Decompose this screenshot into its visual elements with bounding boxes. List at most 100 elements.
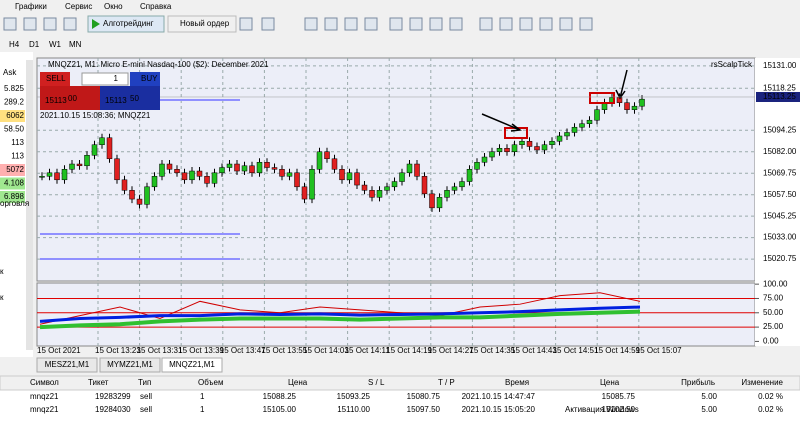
x-tick-label: 15 Oct 14:51 [553,346,599,355]
toolbar-icon[interactable] [240,18,252,30]
tab-label[interactable]: MNQZ21,M1 [169,360,215,369]
x-tick-label: 15 Oct 14:11 [345,346,391,355]
table-cell: 15088.25 [263,392,297,401]
table-cell: mnqz21 [30,392,59,401]
toolbar-icon[interactable] [520,18,532,30]
candle [220,168,225,173]
candle [227,164,232,168]
mw-value: 5.825 [4,84,25,93]
toolbar-icon[interactable] [500,18,512,30]
indicator-tick-label: 50.00 [763,308,784,317]
candle [482,157,487,162]
candle [190,171,195,180]
toolbar-icon[interactable] [325,18,337,30]
candle [250,166,255,173]
candle [47,173,52,177]
volume-input[interactable] [82,73,128,85]
toolbar-icon[interactable] [4,18,16,30]
sell-label: SELL [46,74,66,83]
algo-label: Алготрейдинг [103,19,154,28]
indicator-tick-label: 0.00 [763,337,779,346]
tab-label[interactable]: MYMZ21,M1 [107,360,153,369]
candle [520,141,525,145]
candle [160,164,165,176]
candle [595,110,600,121]
candle [347,173,352,180]
candle [257,162,262,173]
mw-value: 6062 [6,111,24,120]
menu-item[interactable]: Справка [140,2,172,11]
toolbar-icon[interactable] [540,18,552,30]
candle [550,141,555,145]
toolbar-icon[interactable] [410,18,422,30]
candle [632,106,637,110]
candle [85,155,90,166]
watermark: Активация Windows [565,405,639,414]
candle [295,173,300,187]
ask-small: 50 [130,94,139,103]
candle [490,152,495,157]
menu-item[interactable]: Окно [104,2,123,11]
candle [287,173,292,177]
table-cell: 5.00 [701,392,717,401]
timeframe[interactable]: H4 [9,40,20,49]
toolbar-icon[interactable] [24,18,36,30]
candle [505,148,510,152]
bid-big: 15113 [45,96,67,105]
toolbar-icon[interactable] [345,18,357,30]
x-tick-label: 15 Oct 14:27 [428,346,474,355]
candle [475,162,480,169]
menu-item[interactable]: Сервис [65,2,92,11]
toolbar-icon[interactable] [365,18,377,30]
table-cell: 15080.75 [407,392,441,401]
ask-big: 15113 [105,96,127,105]
toolbar-icon[interactable] [430,18,442,30]
menu-item[interactable]: Графики [15,2,47,11]
candle [355,173,360,185]
y-tick-label: 15033.00 [763,233,797,242]
mw-value: 4.108 [4,179,25,188]
candle [122,180,127,191]
toolbar-icon[interactable] [560,18,572,30]
y-tick-label: 15069.75 [763,168,797,177]
candle [445,190,450,197]
candle [152,176,157,187]
toolbar-icon[interactable] [305,18,317,30]
y-tick-label: 15094.25 [763,125,797,134]
y-tick-label: 15131.00 [763,61,797,70]
candle [392,182,397,187]
toolbar-icon[interactable] [390,18,402,30]
candle [272,168,277,170]
x-tick-label: 15 Oct 14:59 [594,346,640,355]
candle [332,159,337,170]
toolbar-icon[interactable] [44,18,56,30]
table-cell: sell [140,405,152,414]
timeframe[interactable]: D1 [29,40,40,49]
toolbar-icon[interactable] [450,18,462,30]
candle [40,176,45,177]
toolbar-icon[interactable] [262,18,274,30]
mw-value: 289.2 [4,98,25,107]
candle [182,173,187,180]
candle [205,176,210,183]
table-cell: 2021.10.15 15:05:20 [462,405,536,414]
timeframe[interactable]: W1 [49,40,62,49]
x-tick-label: 15 Oct 2021 [37,346,81,355]
candle [542,145,547,150]
x-tick-label: 15 Oct 13:31 [137,346,183,355]
toolbar-icon[interactable] [64,18,76,30]
table-cell: sell [140,392,152,401]
y-tick-label: 15082.00 [763,147,797,156]
x-tick-label: 15 Oct 14:43 [511,346,557,355]
toolbar-icon[interactable] [580,18,592,30]
table-cell: 0.02 % [758,405,783,414]
table-header: Цена [600,378,620,387]
candle [430,194,435,208]
timeframe[interactable]: MN [69,40,82,49]
tab-label[interactable]: MESZ21,M1 [45,360,90,369]
table-header-bg [0,376,800,390]
table-cell: 0.02 % [758,392,783,401]
toolbar-icon[interactable] [480,18,492,30]
candle [527,141,532,146]
